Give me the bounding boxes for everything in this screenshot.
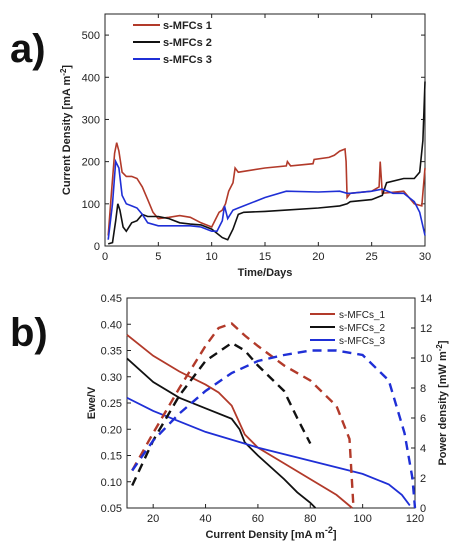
x-tick-label: 100 — [353, 513, 371, 525]
y-axis-label: Ewe/V — [86, 386, 98, 419]
x-tick-label: 60 — [252, 513, 264, 525]
y2-tick-label: 12 — [420, 323, 432, 335]
chart-b: 20 40 60 80 100 1200.050.100.150.200.250.300.… — [86, 293, 449, 541]
legend-label-1: s-MFCs 1 — [163, 20, 212, 32]
x-tick-label: 15 — [259, 251, 271, 263]
y-tick-label: 300 — [82, 114, 100, 126]
y2-tick-label: 8 — [420, 383, 426, 395]
y-tick-label: 100 — [82, 199, 100, 211]
y-tick-label: 0.15 — [101, 451, 122, 463]
series-line-2 — [107, 81, 426, 245]
power-curve-s-mfcs-3 — [131, 349, 417, 509]
panel-label-a: a) — [10, 27, 46, 71]
y-tick-label: 0.40 — [101, 319, 122, 331]
y-tick-label: 0.25 — [101, 398, 122, 410]
x-tick-label: 80 — [304, 513, 316, 525]
y2-tick-label: 4 — [420, 443, 426, 455]
y-tick-label: 400 — [82, 72, 100, 84]
legend-label-2: s-MFCs 2 — [163, 37, 212, 49]
y-tick-label: 0.20 — [101, 424, 122, 436]
y-tick-label: 500 — [82, 30, 100, 42]
series-line-3 — [107, 158, 426, 240]
y2-tick-label: 6 — [420, 413, 426, 425]
y-tick-label: 0.45 — [101, 293, 122, 305]
y-tick-label: 0.30 — [101, 372, 122, 384]
polarization-curve-s-mfcs-3 — [126, 396, 411, 506]
y-tick-label: 200 — [82, 157, 100, 169]
x-tick-label: 120 — [406, 513, 424, 525]
y2-tick-label: 0 — [420, 503, 426, 515]
series-line-1 — [107, 142, 426, 236]
legend-label-b-1: s-MFCs_1 — [339, 310, 386, 321]
chart-a: 0 5 10 15 20 25 300100200300400500Time/DaysCur… — [59, 13, 431, 279]
x-tick-label: 40 — [199, 513, 211, 525]
x-tick-label: 30 — [419, 251, 431, 263]
y-tick-label: 0 — [94, 241, 100, 253]
power-curve-s-mfcs-2 — [131, 341, 312, 487]
x-tick-label: 25 — [366, 251, 378, 263]
x-tick-label: 5 — [155, 251, 161, 263]
x-axis-label: Current Density [mA m-2] — [205, 525, 336, 541]
y2-tick-label: 2 — [420, 473, 426, 485]
y2-tick-label: 10 — [420, 353, 432, 365]
x-tick-label: 20 — [147, 513, 159, 525]
y-tick-label: 0.05 — [101, 503, 122, 515]
panel-label-b: b) — [10, 311, 48, 355]
y2-tick-label: 14 — [420, 293, 432, 305]
x-tick-label: 20 — [312, 251, 324, 263]
x-axis-label: Time/Days — [238, 267, 293, 279]
legend-label-3: s-MFCs 3 — [163, 54, 212, 66]
y-tick-label: 0.35 — [101, 346, 122, 358]
y-tick-label: 0.10 — [101, 477, 122, 489]
legend-label-b-2: s-MFCs_2 — [339, 323, 386, 334]
legend-label-b-3: s-MFCs_3 — [339, 336, 386, 347]
polarization-curve-s-mfcs-1 — [126, 334, 353, 509]
y2-axis-label: Power density [mW m-2] — [435, 340, 449, 465]
polarization-curve-s-mfcs-2 — [126, 357, 317, 509]
x-tick-label: 10 — [206, 251, 218, 263]
y-axis-label: Current Density [mA m-2] — [59, 65, 73, 196]
x-tick-label: 0 — [102, 251, 108, 263]
